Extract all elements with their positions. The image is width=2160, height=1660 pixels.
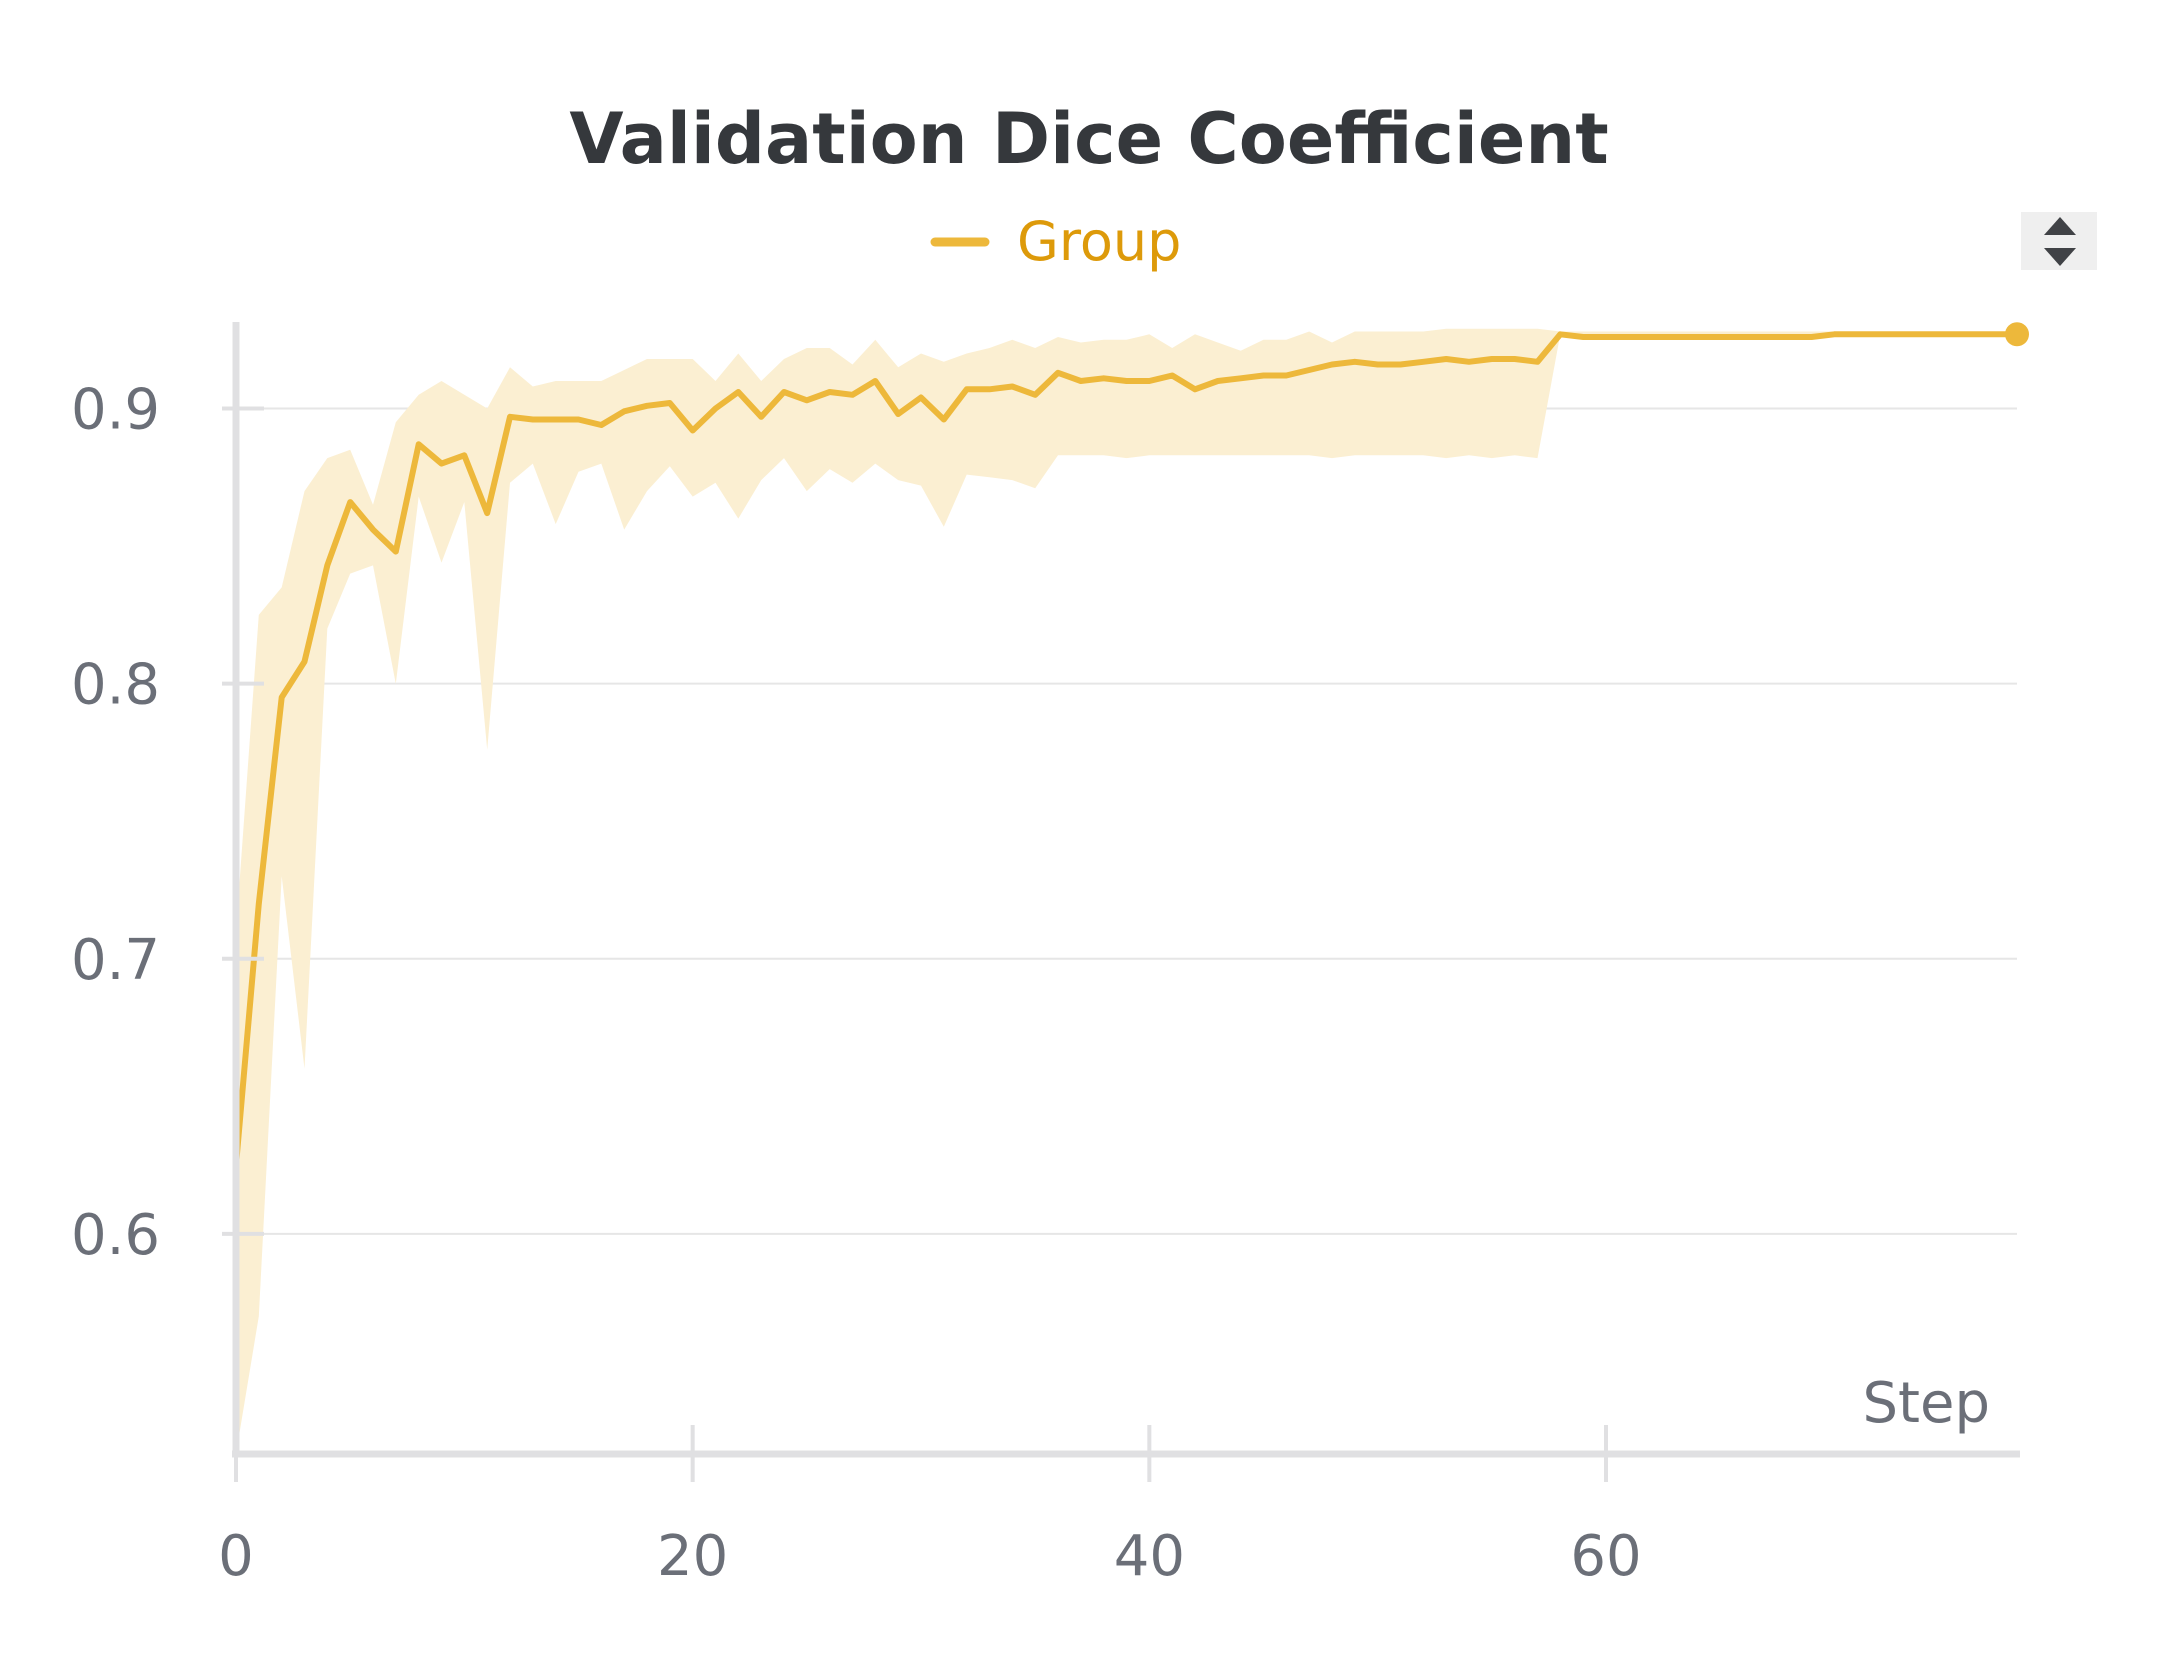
y-tick-label: 0.6: [71, 1203, 160, 1268]
legend-label-group: Group: [1017, 210, 1181, 273]
x-axis-title: Step: [1862, 1371, 1990, 1436]
series-band-group: [236, 328, 2017, 1454]
x-tick-label: 20: [657, 1524, 728, 1589]
x-tick-label: 60: [1570, 1524, 1641, 1589]
sort-down-icon: [2044, 248, 2076, 266]
y-tick-label: 0.8: [71, 653, 160, 718]
series-line-layer: [233, 322, 2029, 1169]
y-tick-label: 0.9: [71, 378, 160, 443]
series-band-layer: [236, 328, 2017, 1454]
x-tick-label: 0: [218, 1524, 254, 1589]
axes: [222, 322, 2020, 1482]
tick-labels: 0.6 0.7 0.8 0.9 0 20 40 60: [71, 378, 1642, 1589]
y-tick-label: 0.7: [71, 928, 160, 993]
sort-up-icon: [2044, 217, 2076, 235]
chart-title: Validation Dice Coefficient: [569, 98, 1608, 180]
series-line-group[interactable]: [233, 331, 2020, 1169]
sort-button[interactable]: [2021, 212, 2097, 270]
legend[interactable]: Group: [930, 210, 1181, 273]
series-endpoint-marker[interactable]: [2005, 322, 2029, 347]
x-tick-label: 40: [1114, 1524, 1185, 1589]
